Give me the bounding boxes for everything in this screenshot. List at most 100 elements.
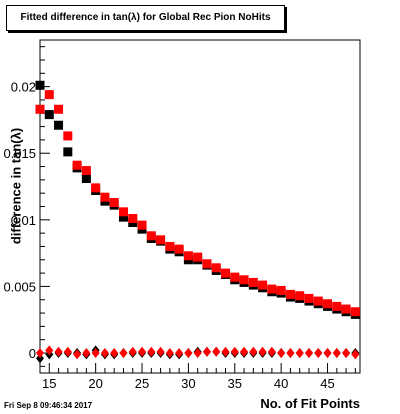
square-marker: [35, 80, 45, 90]
square-marker: [146, 231, 156, 241]
square-marker: [81, 174, 91, 184]
square-marker: [165, 241, 175, 251]
diamond-marker: [342, 348, 351, 359]
square-marker: [100, 192, 110, 202]
y-axis-label: difference in tan(λ): [8, 127, 24, 245]
diamond-marker: [351, 349, 360, 360]
diamond-marker: [193, 348, 202, 359]
square-marker: [202, 259, 212, 269]
x-tick-label: 35: [228, 376, 242, 391]
square-marker: [72, 160, 82, 170]
square-marker: [54, 104, 64, 114]
square-marker: [295, 291, 305, 301]
square-marker: [285, 289, 295, 299]
square-marker: [332, 301, 342, 311]
diamond-marker: [295, 348, 304, 359]
diamond-marker: [249, 346, 258, 357]
y-tick-label: 0.015: [3, 146, 36, 161]
diamond-marker: [202, 346, 211, 357]
x-tick-label: 40: [274, 376, 288, 391]
diamond-marker: [36, 348, 44, 359]
square-marker: [81, 166, 91, 176]
y-tick-label: 0: [29, 346, 36, 361]
diamond-marker: [119, 348, 128, 359]
diamond-marker: [184, 348, 193, 359]
square-marker: [258, 280, 268, 290]
diamond-marker: [110, 348, 119, 359]
diamond-marker: [73, 349, 82, 360]
x-tick-label: 30: [181, 376, 195, 391]
x-tick-label: 20: [88, 376, 102, 391]
x-tick-label: 45: [320, 376, 334, 391]
diamond-marker: [138, 346, 147, 357]
series-3: [36, 345, 360, 360]
axes: 15 20 25 30 35 40 45 0 0.005 0.01 0.015 0.02: [3, 46, 356, 391]
x-tick-label: 25: [135, 376, 149, 391]
y-tick-label: 0.005: [3, 279, 36, 294]
diamond-marker: [314, 348, 323, 359]
diamond-marker: [63, 346, 72, 357]
diamond-marker: [147, 346, 156, 357]
square-marker: [91, 183, 101, 193]
diamond-marker: [286, 348, 295, 359]
square-marker: [239, 275, 249, 285]
series-0: [35, 80, 360, 319]
diamond-marker: [212, 346, 221, 357]
diamond-marker: [230, 346, 239, 357]
square-marker: [44, 110, 54, 120]
square-marker: [248, 277, 258, 287]
diamond-marker: [54, 346, 63, 357]
square-marker: [350, 307, 360, 317]
diamond-marker: [221, 346, 230, 357]
square-marker: [221, 268, 231, 278]
plot-frame: [39, 39, 361, 374]
diamond-marker: [240, 346, 249, 357]
square-marker: [211, 263, 221, 273]
diamond-marker: [267, 346, 276, 357]
diamond-marker: [128, 346, 137, 357]
data-markers: [35, 80, 360, 364]
diamond-marker: [165, 348, 174, 359]
x-axis-label: No. of Fit Points: [260, 396, 360, 411]
diamond-marker: [45, 345, 54, 356]
square-marker: [63, 131, 73, 141]
square-marker: [35, 104, 45, 114]
square-marker: [118, 212, 128, 222]
square-marker: [276, 285, 286, 295]
plot-frame-rect: [39, 39, 361, 374]
diamond-marker: [304, 348, 313, 359]
square-marker: [267, 284, 277, 294]
y-tick-label: 0.01: [11, 213, 36, 228]
square-marker: [128, 213, 138, 223]
square-marker: [156, 235, 166, 245]
diamond-marker: [332, 348, 341, 359]
diamond-marker: [323, 348, 332, 359]
diamond-marker: [82, 348, 91, 359]
diamond-marker: [100, 348, 109, 359]
diamond-marker: [91, 348, 100, 359]
square-marker: [54, 120, 64, 130]
diamond-marker: [258, 346, 267, 357]
square-marker: [230, 272, 240, 282]
square-marker: [341, 304, 351, 314]
square-marker: [137, 220, 147, 230]
square-marker: [109, 198, 119, 208]
diamond-marker: [36, 353, 44, 364]
square-marker: [63, 147, 73, 157]
square-marker: [118, 207, 128, 217]
chart-title: Fitted difference in tan(λ) for Global R…: [6, 5, 285, 31]
square-marker: [323, 299, 333, 309]
timestamp: Fri Sep 8 09:46:34 2017: [4, 401, 93, 410]
square-marker: [304, 293, 314, 303]
y-tick-label: 0.02: [11, 80, 36, 95]
square-marker: [44, 90, 54, 100]
square-marker: [174, 244, 184, 254]
series-1: [35, 90, 360, 317]
diamond-marker: [156, 346, 165, 357]
x-tick-label: 15: [42, 376, 56, 391]
square-marker: [193, 252, 203, 262]
square-marker: [313, 296, 323, 306]
diamond-marker: [175, 348, 184, 359]
diamond-marker: [277, 348, 286, 359]
